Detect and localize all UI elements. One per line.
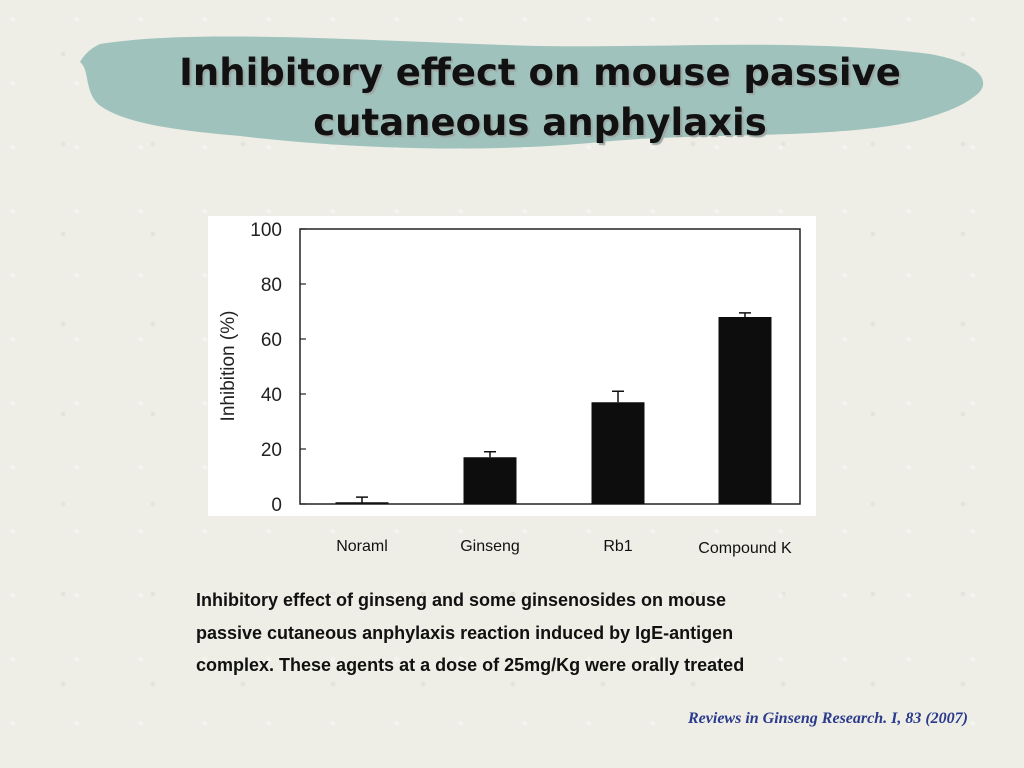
title-banner: Inhibitory effect on mouse passive cutan… bbox=[80, 24, 1000, 164]
figure-caption: Inhibitory effect of ginseng and some gi… bbox=[196, 584, 916, 682]
bar bbox=[591, 402, 645, 504]
y-tick-label: 80 bbox=[261, 275, 282, 296]
caption-line: Inhibitory effect of ginseng and some gi… bbox=[196, 590, 727, 610]
x-category-label: Noraml bbox=[336, 538, 388, 555]
y-axis-label: Inhibition (%) bbox=[218, 311, 239, 422]
caption-line: complex. These agents at a dose of 25mg/… bbox=[196, 655, 745, 675]
slide-title-line-1: Inhibitory effect on mouse passive bbox=[179, 51, 901, 94]
x-category-label: Ginseng bbox=[460, 538, 520, 555]
slide-title: Inhibitory effect on mouse passive cutan… bbox=[80, 48, 1000, 148]
brush-stroke-background bbox=[80, 36, 984, 149]
bar bbox=[718, 317, 772, 504]
x-category-label: Rb1 bbox=[603, 538, 633, 555]
x-category-label: Compound K bbox=[698, 540, 792, 557]
caption-line: passive cutaneous anphylaxis reaction in… bbox=[196, 622, 734, 643]
y-tick-label: 0 bbox=[271, 495, 282, 516]
citation-reference: Reviews in Ginseng Research. I, 83 (2007… bbox=[688, 710, 968, 727]
y-tick-label: 40 bbox=[261, 385, 282, 406]
bar bbox=[463, 457, 517, 504]
y-tick-label: 20 bbox=[261, 440, 282, 461]
slide-title-line-2: cutaneous anphylaxis bbox=[313, 101, 767, 144]
bars bbox=[335, 312, 772, 504]
bar-chart: 0 20 40 60 80 100 Inhibition (%) bbox=[218, 220, 801, 516]
y-axis-ticks: 0 20 40 60 80 100 bbox=[250, 220, 306, 516]
plot-frame bbox=[299, 228, 801, 505]
y-tick-label: 100 bbox=[250, 220, 282, 241]
y-tick-label: 60 bbox=[261, 330, 282, 351]
